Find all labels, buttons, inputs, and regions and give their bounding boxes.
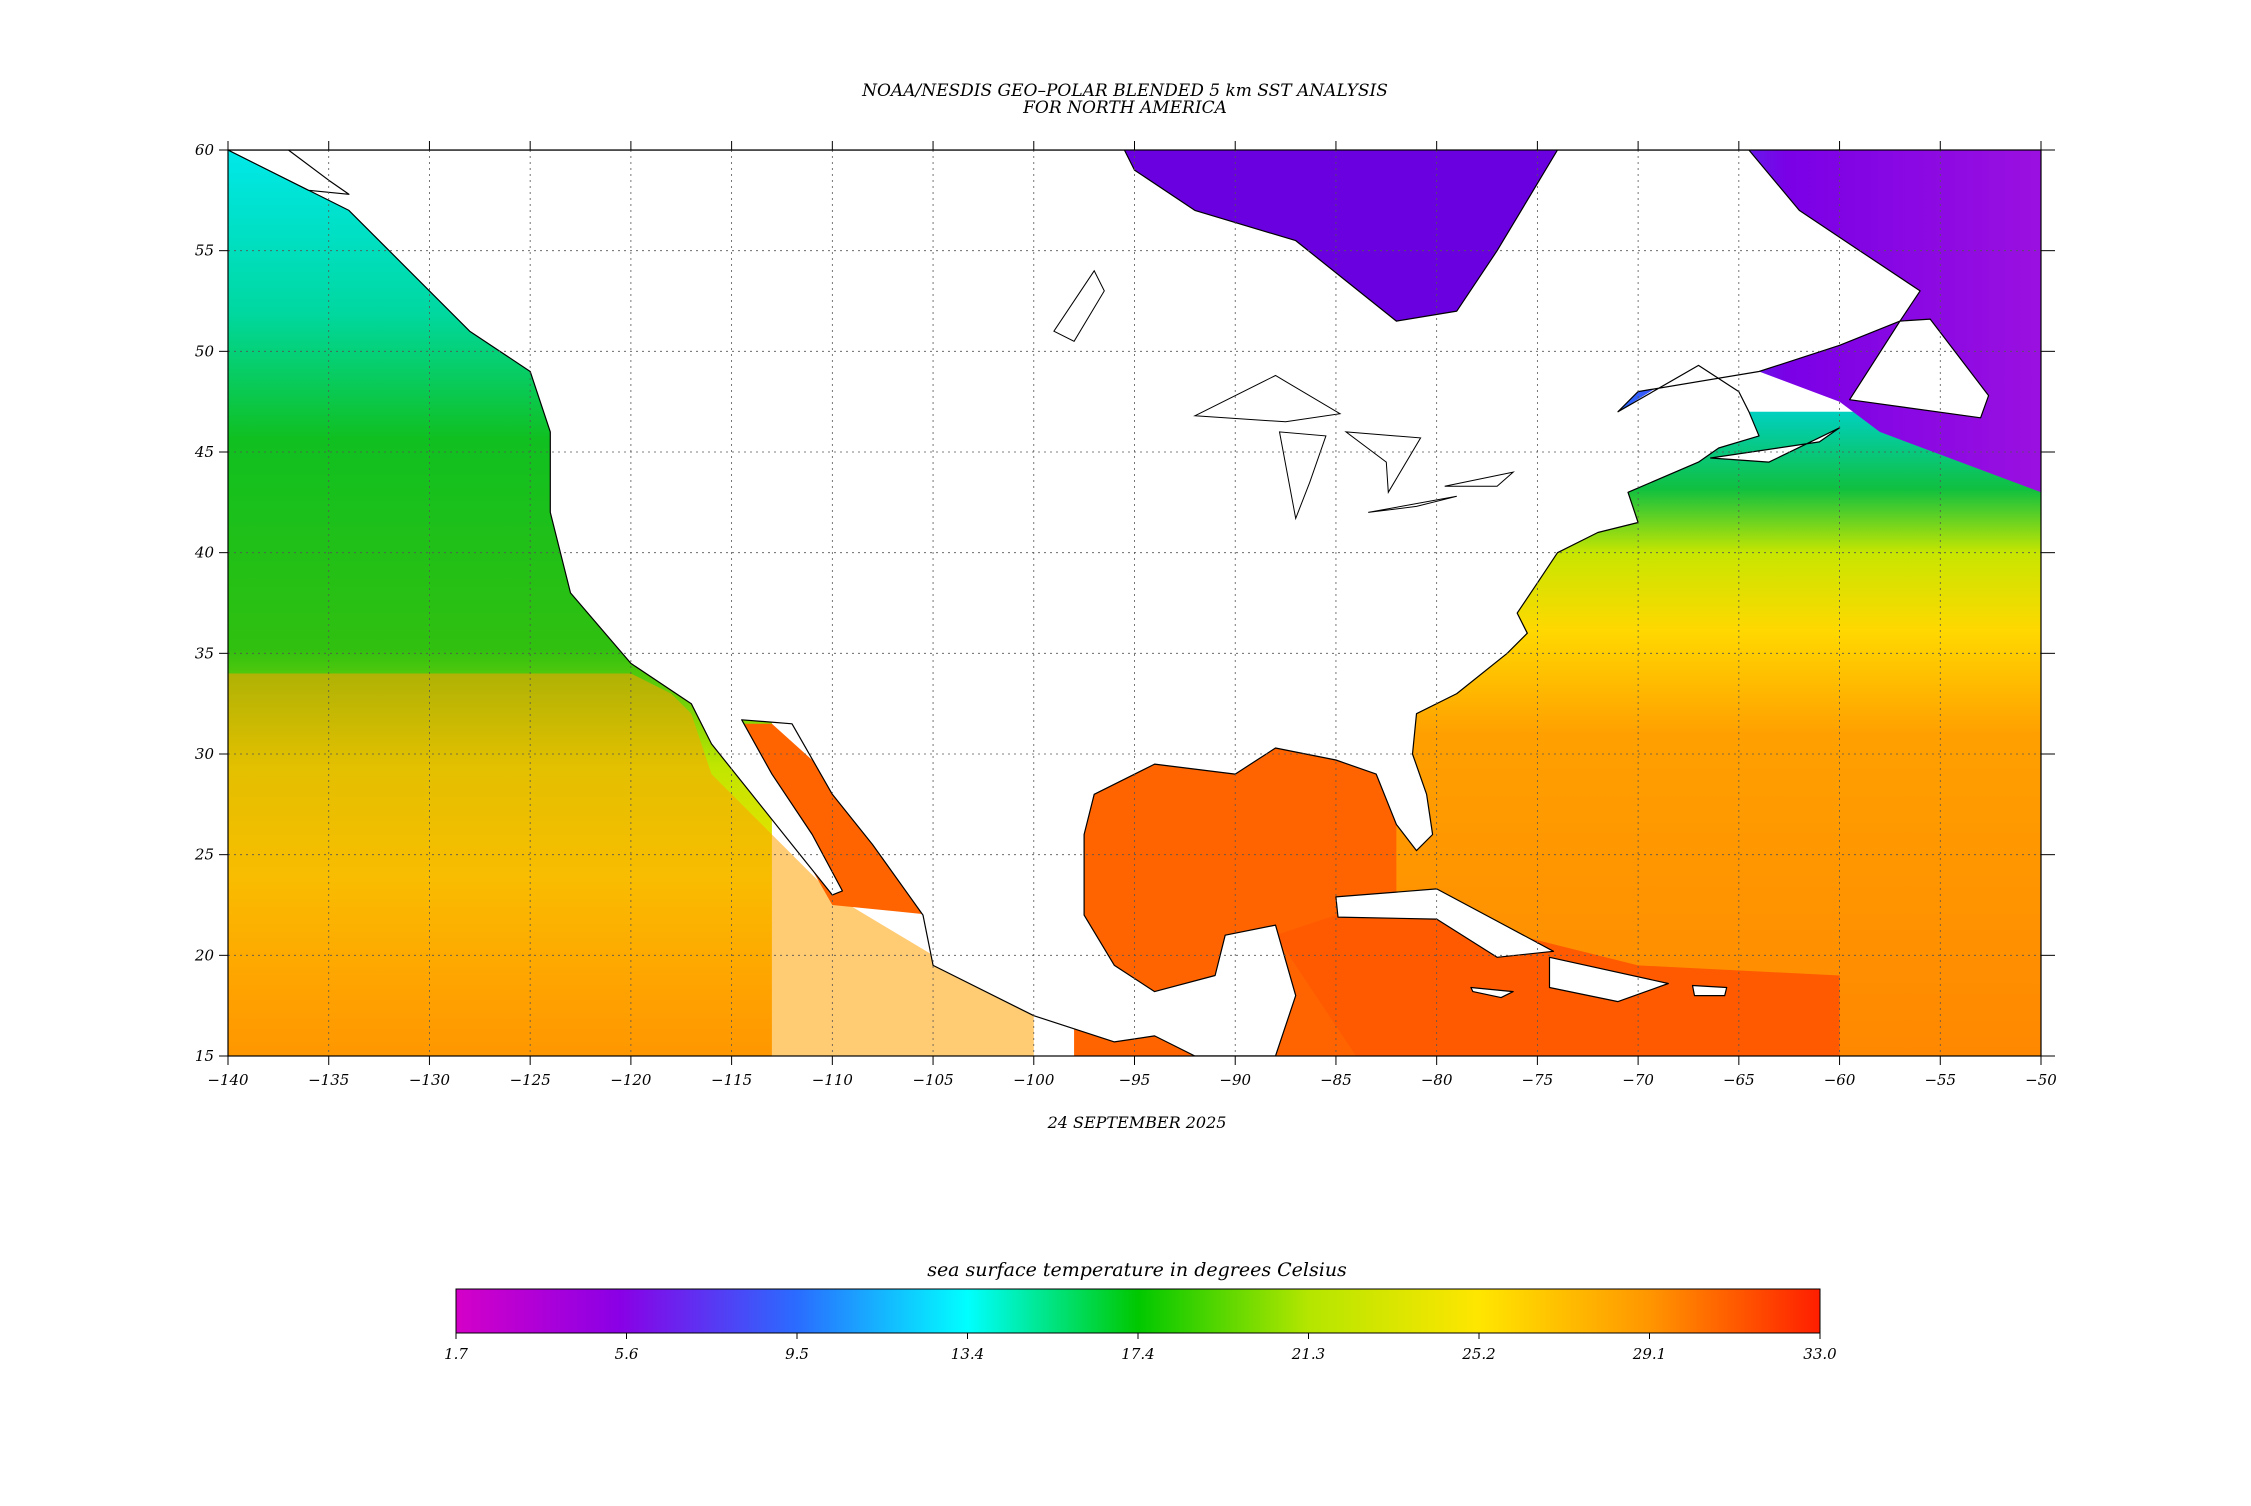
- lat-tick-label: 45: [194, 443, 214, 461]
- lake-outline: [1368, 495, 1457, 513]
- lon-tick-label: −70: [1622, 1071, 1654, 1089]
- lat-tick-label: 35: [195, 644, 214, 662]
- lat-tick-label: 15: [195, 1047, 214, 1065]
- figure-title-line1: NOAA/NESDIS GEO–POLAR BLENDED 5 km SST A…: [861, 81, 1388, 101]
- land-mass: [228, 150, 1921, 1056]
- lon-tick-label: −95: [1119, 1071, 1151, 1089]
- colorbar-tick-label: 17.4: [1121, 1345, 1154, 1363]
- lon-tick-label: −130: [409, 1071, 451, 1089]
- gulf-of-california: [731, 723, 934, 916]
- lat-tick-label: 60: [195, 141, 215, 159]
- lake-outline: [1053, 269, 1105, 342]
- colorbar-tick-label: 21.3: [1291, 1345, 1325, 1363]
- lat-tick-label: 30: [195, 745, 215, 763]
- colorbar-tick-label: 5.6: [615, 1345, 639, 1363]
- land-mass: [228, 150, 350, 195]
- date-label: 24 SEPTEMBER 2025: [1047, 1113, 1227, 1132]
- lon-tick-label: −110: [812, 1071, 854, 1089]
- land-mass: [1335, 888, 1555, 958]
- lake-outline: [1344, 431, 1422, 494]
- lat-tick-label: 55: [195, 242, 214, 260]
- land-mass: [1548, 956, 1669, 1003]
- lon-tick-label: −55: [1924, 1071, 1956, 1089]
- colorbar: [455, 1288, 1821, 1334]
- lon-tick-label: −140: [207, 1071, 249, 1089]
- lon-tick-label: −100: [1013, 1071, 1055, 1089]
- lon-tick-label: −105: [912, 1071, 953, 1089]
- lat-tick-label: 50: [195, 342, 215, 360]
- lon-tick-label: −125: [510, 1071, 551, 1089]
- lake-outline: [1278, 431, 1327, 521]
- hudson-bay: [1124, 150, 1558, 322]
- lon-tick-label: −50: [2025, 1071, 2057, 1089]
- lon-tick-label: −85: [1320, 1071, 1352, 1089]
- figure-title-line2: FOR NORTH AMERICA: [1022, 98, 1227, 118]
- lon-tick-label: −120: [610, 1071, 652, 1089]
- colorbar-tick-label: 9.5: [785, 1345, 809, 1363]
- colorbar-tick-label: 1.7: [444, 1345, 468, 1363]
- lake-outline: [1193, 374, 1342, 423]
- lon-tick-label: −65: [1723, 1071, 1755, 1089]
- colorbar-tick-label: 29.1: [1632, 1345, 1666, 1363]
- colorbar-tick-label: 25.2: [1461, 1345, 1495, 1363]
- lon-tick-label: −135: [308, 1071, 349, 1089]
- land-mass: [1848, 318, 1990, 419]
- colorbar-ticks: 1.7 5.6 9.5 13.4 17.4 21.3 25.2 29.1 33.0: [444, 1333, 1837, 1363]
- colorbar-title: sea surface temperature in degrees Celsi…: [927, 1259, 1347, 1281]
- land-mass: [1691, 984, 1728, 997]
- map-axes: −140 −135 −130 −125 −120 −115 −110 −105 −100 −95 −…: [194, 141, 2057, 1089]
- lon-tick-label: −115: [711, 1071, 752, 1089]
- lat-tick-label: 25: [194, 846, 214, 864]
- land-mass: [1470, 986, 1514, 999]
- lat-tick-label: 40: [194, 544, 215, 562]
- lake-outline: [1444, 471, 1515, 487]
- lon-tick-label: −60: [1824, 1071, 1856, 1089]
- colorbar-tick-label: 33.0: [1803, 1345, 1837, 1363]
- colorbar-tick-label: 13.4: [951, 1345, 984, 1363]
- lat-tick-label: 20: [194, 946, 215, 964]
- lon-tick-label: −90: [1219, 1071, 1251, 1089]
- lon-tick-label: −75: [1522, 1071, 1554, 1089]
- lon-tick-label: −80: [1421, 1071, 1453, 1089]
- map-area: [228, 150, 2041, 1056]
